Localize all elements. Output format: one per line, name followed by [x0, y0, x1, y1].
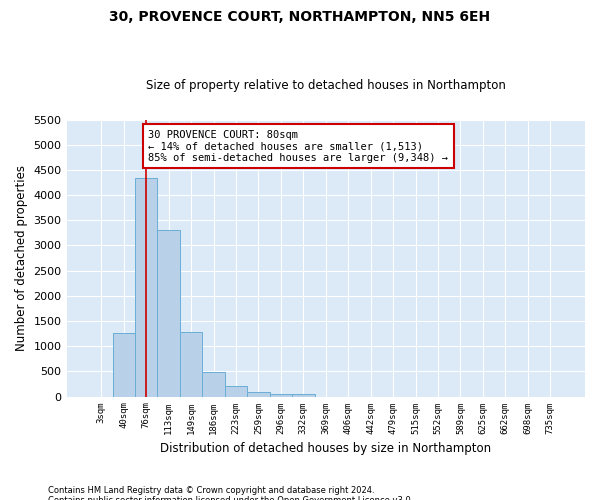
Bar — [225, 386, 247, 396]
Text: Contains HM Land Registry data © Crown copyright and database right 2024.: Contains HM Land Registry data © Crown c… — [48, 486, 374, 495]
Text: 30, PROVENCE COURT, NORTHAMPTON, NN5 6EH: 30, PROVENCE COURT, NORTHAMPTON, NN5 6EH — [109, 10, 491, 24]
Bar — [269, 394, 292, 396]
Bar — [180, 332, 202, 396]
Y-axis label: Number of detached properties: Number of detached properties — [15, 165, 28, 351]
Text: 30 PROVENCE COURT: 80sqm
← 14% of detached houses are smaller (1,513)
85% of sem: 30 PROVENCE COURT: 80sqm ← 14% of detach… — [148, 130, 448, 163]
Bar — [113, 333, 135, 396]
Bar — [247, 392, 269, 396]
Text: Contains public sector information licensed under the Open Government Licence v3: Contains public sector information licen… — [48, 496, 413, 500]
X-axis label: Distribution of detached houses by size in Northampton: Distribution of detached houses by size … — [160, 442, 491, 455]
Bar — [202, 372, 225, 396]
Title: Size of property relative to detached houses in Northampton: Size of property relative to detached ho… — [146, 79, 506, 92]
Bar — [292, 394, 314, 396]
Bar — [135, 178, 157, 396]
Bar — [157, 230, 180, 396]
